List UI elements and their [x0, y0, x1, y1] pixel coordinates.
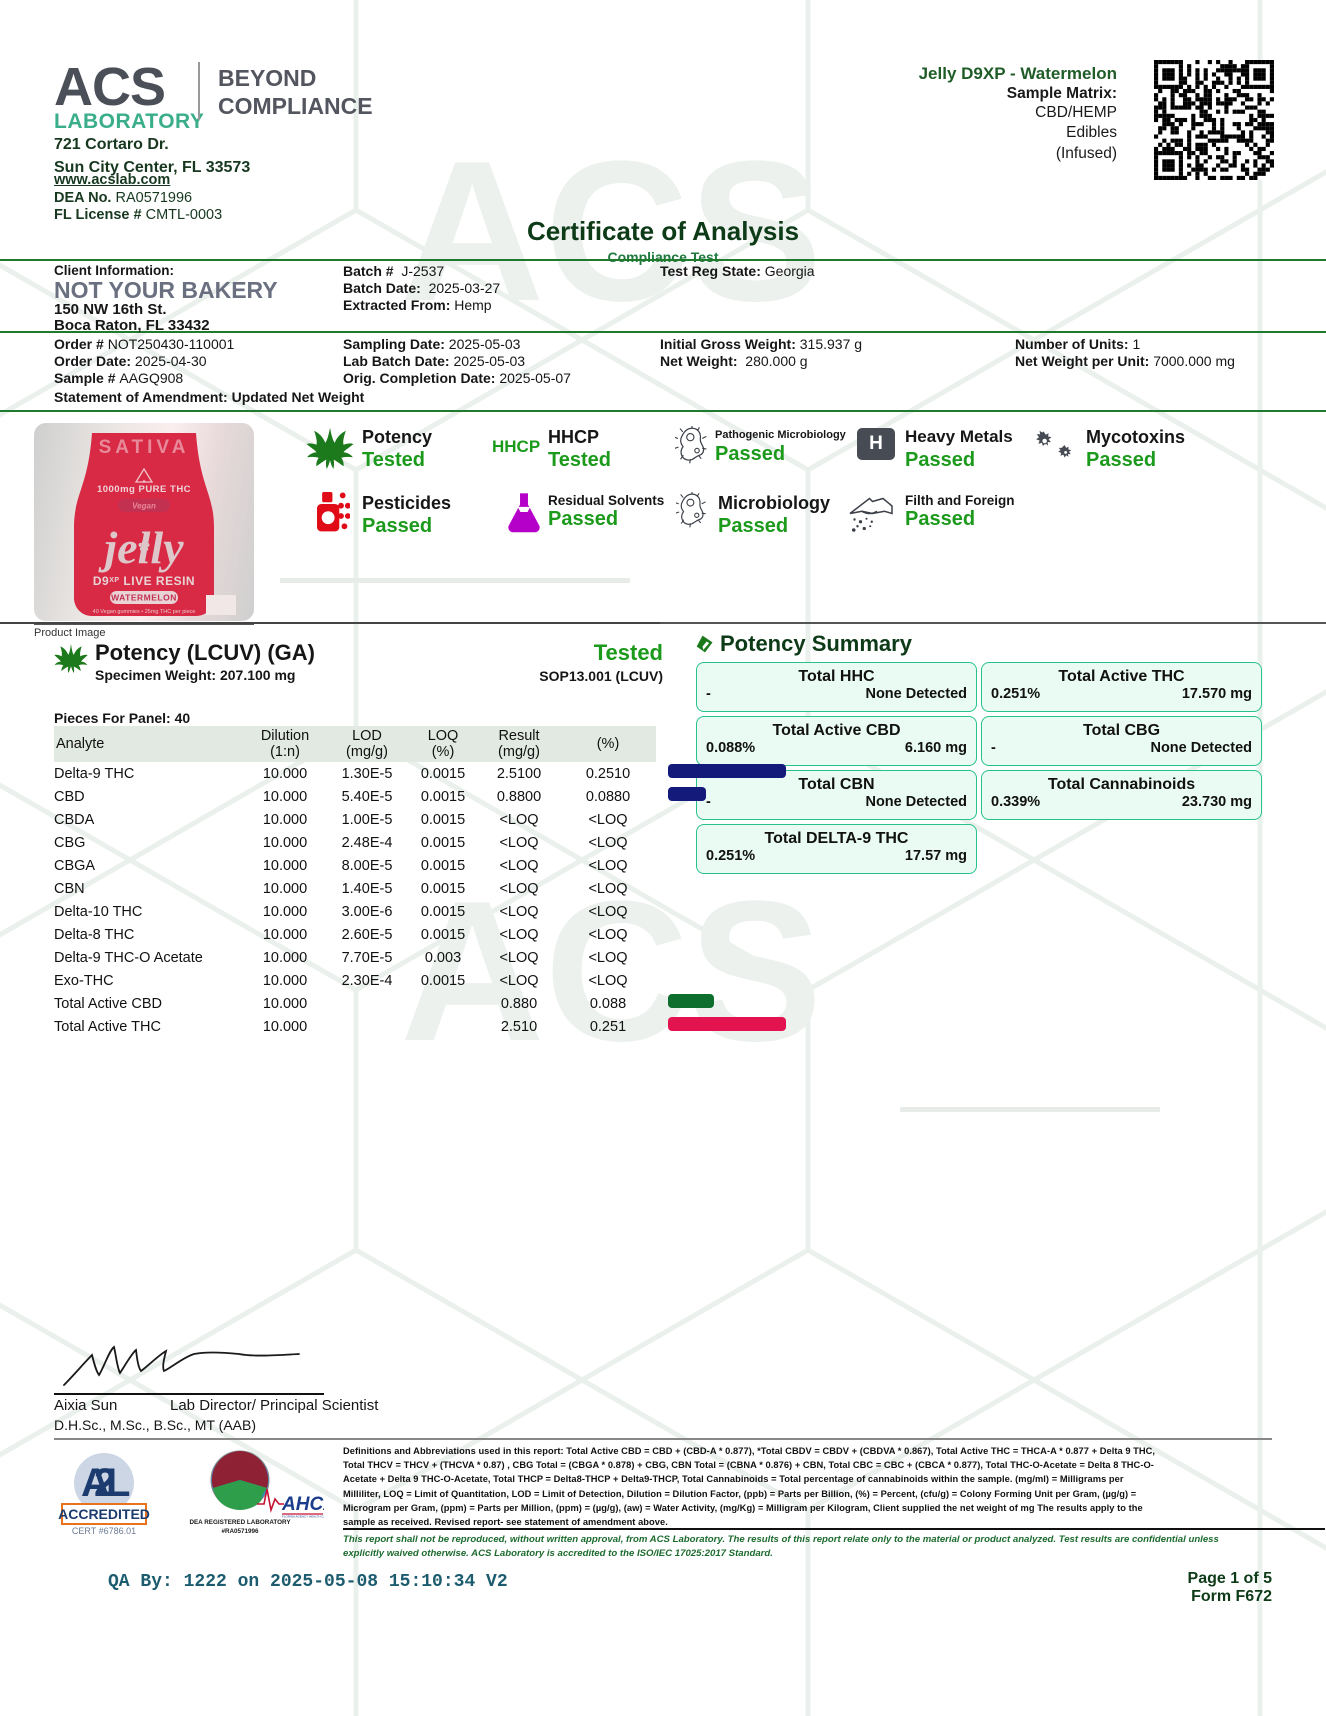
svg-text:40 Vegan gummies • 25mg THC pe: 40 Vegan gummies • 25mg THC per piece [93, 609, 196, 615]
svg-text:#RA0571996: #RA0571996 [221, 1528, 259, 1535]
svg-text:AHCA: AHCA [281, 1494, 324, 1515]
svg-text:DEA REGISTERED LABORATORY: DEA REGISTERED LABORATORY [189, 1519, 291, 1526]
svg-text:FLORIDA AGENCY HEALTH CARE ADM: FLORIDA AGENCY HEALTH CARE ADM. [282, 1515, 324, 1519]
svg-text:WATERMELON: WATERMELON [111, 593, 177, 603]
svg-text:2: 2 [94, 1461, 116, 1505]
svg-text:ACCREDITED: ACCREDITED [58, 1506, 150, 1522]
svg-text:Vegan: Vegan [132, 502, 156, 511]
svg-text:CERT #6786.01: CERT #6786.01 [72, 1526, 136, 1536]
svg-text:SATIVA: SATIVA [99, 437, 190, 458]
svg-text:D9XP LIVE RESIN: D9XP LIVE RESIN [93, 574, 195, 588]
svg-text:✿: ✿ [138, 538, 151, 555]
svg-text:1000mg PURE THC: 1000mg PURE THC [97, 484, 191, 495]
